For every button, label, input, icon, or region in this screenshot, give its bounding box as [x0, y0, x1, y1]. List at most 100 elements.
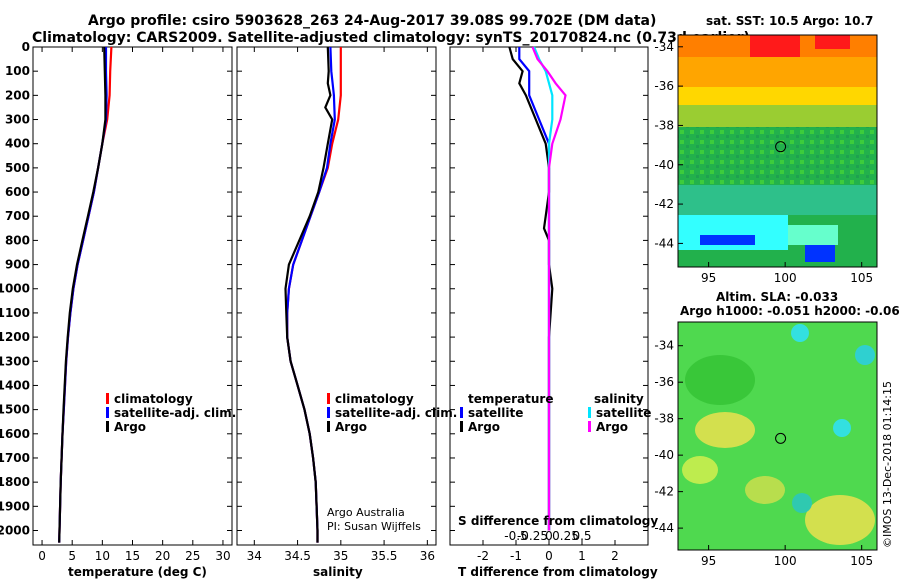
legend-swatch-climatology	[327, 393, 330, 404]
sla-blob-cyan	[791, 324, 809, 342]
sla-blob-yellow-2	[805, 495, 875, 545]
temperature-axes-frame	[32, 46, 233, 546]
x-tick-label: 2	[611, 549, 619, 563]
legend-swatch-climatology	[106, 393, 109, 404]
y-tick-label: 900	[5, 258, 30, 272]
map-x-tick-label: 100	[774, 271, 797, 285]
sst-map-frame	[677, 34, 878, 268]
x-tick-label: 35	[333, 549, 348, 563]
map-y-tick-label: -40	[654, 158, 674, 172]
map-y-tick-label: -36	[654, 79, 674, 93]
map-x-tick-label: 95	[701, 554, 716, 568]
map-y-tick-label: -34	[654, 40, 674, 54]
map-y-tick-label: -42	[654, 485, 674, 499]
map-y-tick-label: -42	[654, 197, 674, 211]
sst-patch-red-2	[815, 35, 850, 49]
y-tick-label: 200	[5, 88, 30, 102]
legend-label-argo: Argo	[335, 420, 367, 434]
legend-label-satellite-adj: satellite-adj. clim.	[114, 406, 236, 420]
sla-map-frame	[677, 321, 878, 551]
map-y-tick-label: -38	[654, 412, 674, 426]
series-line-satellite-adj-clim-	[286, 46, 336, 543]
x-tick-label: 10	[95, 549, 110, 563]
y-tick-label: 300	[5, 113, 30, 127]
sla-map-panel: Altim. SLA: -0.033 Argo h1000: -0.051 h2…	[654, 290, 900, 568]
legend-swatch-satellite-adj	[327, 407, 330, 418]
y-tick-label: 1200	[0, 330, 30, 344]
legend-swatch-argo	[106, 421, 109, 432]
sst-band-yellow	[678, 87, 877, 105]
salinity-axes-frame	[236, 46, 437, 546]
sst-band-orange	[678, 57, 877, 87]
x-tick-label: 0	[545, 549, 553, 563]
sla-blob-cyan-2	[833, 419, 851, 437]
sla-map-title-1: Altim. SLA: -0.033	[716, 290, 838, 304]
map-x-tick-label: 100	[774, 554, 797, 568]
sst-map-title: sat. SST: 10.5 Argo: 10.7	[706, 14, 873, 28]
map-x-tick-label: 105	[850, 271, 873, 285]
y-tick-label: 0	[22, 40, 30, 54]
y-tick-label: 1000	[0, 282, 30, 296]
difference-panel: -2 -1 0 1 2-0.5-0.250 0.250.5 temperature sat…	[449, 46, 658, 579]
legend-swatch-s-argo	[588, 421, 591, 432]
legend-swatch-t-satellite	[460, 407, 463, 418]
temperature-x-label: temperature (deg C)	[68, 565, 207, 579]
y-tick-label: 700	[5, 209, 30, 223]
sla-blob-yellow-4	[745, 476, 785, 504]
map-y-tick-label: -44	[654, 521, 674, 535]
y-tick-label: 600	[5, 185, 30, 199]
legend-title-temperature: temperature	[468, 392, 553, 406]
sst-map-panel: sat. SST: 10.5 Argo: 10.7 95 100 105 -34 -36…	[654, 14, 878, 285]
series-line-s-argo	[531, 46, 567, 531]
y-tick-label: 1300	[0, 354, 30, 368]
sla-blob-green	[685, 355, 755, 405]
x-tick-label: -1	[510, 549, 522, 563]
y-tick-label: 400	[5, 137, 30, 151]
sst-patch-blue	[700, 235, 755, 245]
y-tick-label: 2000	[0, 523, 30, 537]
s-tick-label: 0.5	[572, 529, 591, 543]
title-line-2: Climatology: CARS2009. Satellite-adjuste…	[32, 30, 750, 46]
map-x-tick-label: 105	[850, 554, 873, 568]
x-tick-label: 34	[247, 549, 262, 563]
legend-swatch-s-satellite	[588, 407, 591, 418]
legend-label-s-satellite: satellite	[596, 406, 651, 420]
s-tick-label: 0.25	[552, 529, 579, 543]
legend-swatch-satellite-adj	[106, 407, 109, 418]
map-x-tick-label: 95	[701, 271, 716, 285]
salinity-x-label: salinity	[313, 565, 363, 579]
legend-title-salinity: salinity	[594, 392, 644, 406]
map-y-tick-label: -34	[654, 339, 674, 353]
difference-legend: temperature satellite Argo salinity sate…	[460, 392, 651, 434]
s-tick-label: 0	[545, 529, 553, 543]
salinity-legend: climatology satellite-adj. clim. Argo	[327, 392, 457, 434]
t-difference-label: T difference from climatology	[458, 565, 658, 579]
map-y-tick-label: -40	[654, 448, 674, 462]
legend-label-climatology: climatology	[335, 392, 414, 406]
x-tick-label: -2	[477, 549, 489, 563]
x-tick-label: 35.5	[371, 549, 398, 563]
legend-label-climatology: climatology	[114, 392, 193, 406]
sla-blob-yellow	[695, 412, 755, 448]
legend-label-argo: Argo	[114, 420, 146, 434]
y-tick-label: 500	[5, 161, 30, 175]
y-tick-label: 1600	[0, 427, 30, 441]
x-tick-label: 5	[68, 549, 76, 563]
imos-stamp: ©IMOS 13-Dec-2018 01:14:15	[881, 381, 894, 548]
series-line-t-satellite	[518, 47, 551, 531]
temperature-panel: 0100200300400500600700800900100011001200…	[0, 40, 236, 579]
x-tick-label: 30	[215, 549, 230, 563]
series-line-t-argo	[508, 46, 554, 531]
y-tick-label: 1500	[0, 403, 30, 417]
legend-swatch-argo	[327, 421, 330, 432]
x-tick-label: 36	[420, 549, 435, 563]
y-tick-label: 1100	[0, 306, 30, 320]
s-tick-label: -0.25	[517, 529, 548, 543]
sst-patch-blue-2	[805, 242, 835, 262]
legend-label-satellite-adj: satellite-adj. clim.	[335, 406, 457, 420]
credit-line-2: PI: Susan Wijffels	[327, 520, 421, 533]
series-line-argo	[58, 46, 107, 543]
map-y-tick-label: -36	[654, 375, 674, 389]
legend-swatch-t-argo	[460, 421, 463, 432]
series-line-climatology	[58, 46, 113, 543]
